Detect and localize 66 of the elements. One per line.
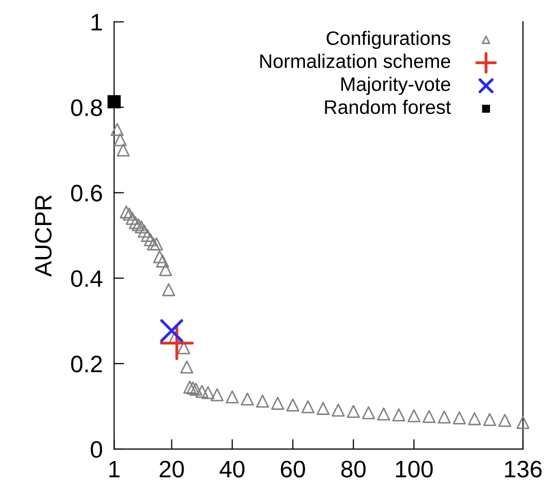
x-tick-label: 60: [280, 460, 306, 478]
point: [128, 216, 142, 230]
point: [256, 394, 270, 408]
y-tick-label: 0.4: [71, 270, 102, 287]
point: [140, 228, 154, 242]
point: [162, 283, 176, 296]
point: [498, 414, 512, 427]
point: [134, 220, 148, 234]
point: [120, 205, 133, 218]
point: [438, 410, 451, 424]
point: [407, 409, 420, 422]
point: [132, 218, 145, 232]
point: [159, 263, 172, 276]
point: [210, 388, 224, 402]
point: [483, 413, 496, 426]
point: [189, 382, 202, 396]
x-tick-label: 1: [109, 461, 120, 478]
y-tick-label: 0.8: [71, 99, 102, 116]
x-tick-label: 80: [341, 460, 366, 478]
y-tick-label: 0.6: [71, 184, 102, 202]
x-tick-label: 136: [505, 460, 542, 478]
point: [516, 416, 530, 430]
point: [126, 212, 139, 225]
point: [114, 133, 127, 146]
point: [240, 392, 254, 406]
point: [452, 411, 466, 424]
point: [186, 381, 200, 394]
point: [346, 404, 360, 418]
x-tick-label: 20: [160, 460, 184, 478]
point: [377, 407, 390, 420]
point: [122, 208, 136, 221]
point: [183, 380, 196, 394]
point: [138, 224, 151, 238]
y-tick-label: 0: [90, 441, 102, 458]
legend-label: Random forest: [325, 100, 451, 114]
point: [362, 406, 376, 420]
point: [392, 408, 406, 422]
point: [108, 95, 121, 108]
y-tick-label: 0.2: [71, 356, 102, 372]
point: [110, 122, 124, 136]
point: [156, 254, 170, 268]
point: [180, 360, 194, 374]
point: [301, 400, 314, 414]
point: [332, 404, 345, 417]
legend-label: Configurations: [326, 30, 450, 49]
y-tick-label: 1: [92, 14, 102, 30]
point: [195, 384, 208, 398]
point: [468, 412, 482, 426]
point: [422, 410, 436, 424]
y-axis-title: AUCPR: [34, 195, 52, 277]
x-tick-label: 100: [396, 460, 433, 478]
point: [316, 402, 330, 415]
legend-label: Normalization scheme: [260, 54, 450, 68]
point: [286, 398, 300, 412]
point: [153, 250, 166, 264]
point: [116, 143, 130, 157]
point: [226, 390, 239, 404]
point: [202, 386, 215, 400]
point: [160, 319, 184, 342]
point: [146, 237, 160, 250]
legend-label: Majority-vote: [341, 76, 450, 95]
point: [160, 326, 194, 360]
point: [144, 233, 157, 246]
x-tick-label: 40: [220, 460, 244, 478]
point: [271, 396, 284, 410]
point: [150, 237, 164, 250]
